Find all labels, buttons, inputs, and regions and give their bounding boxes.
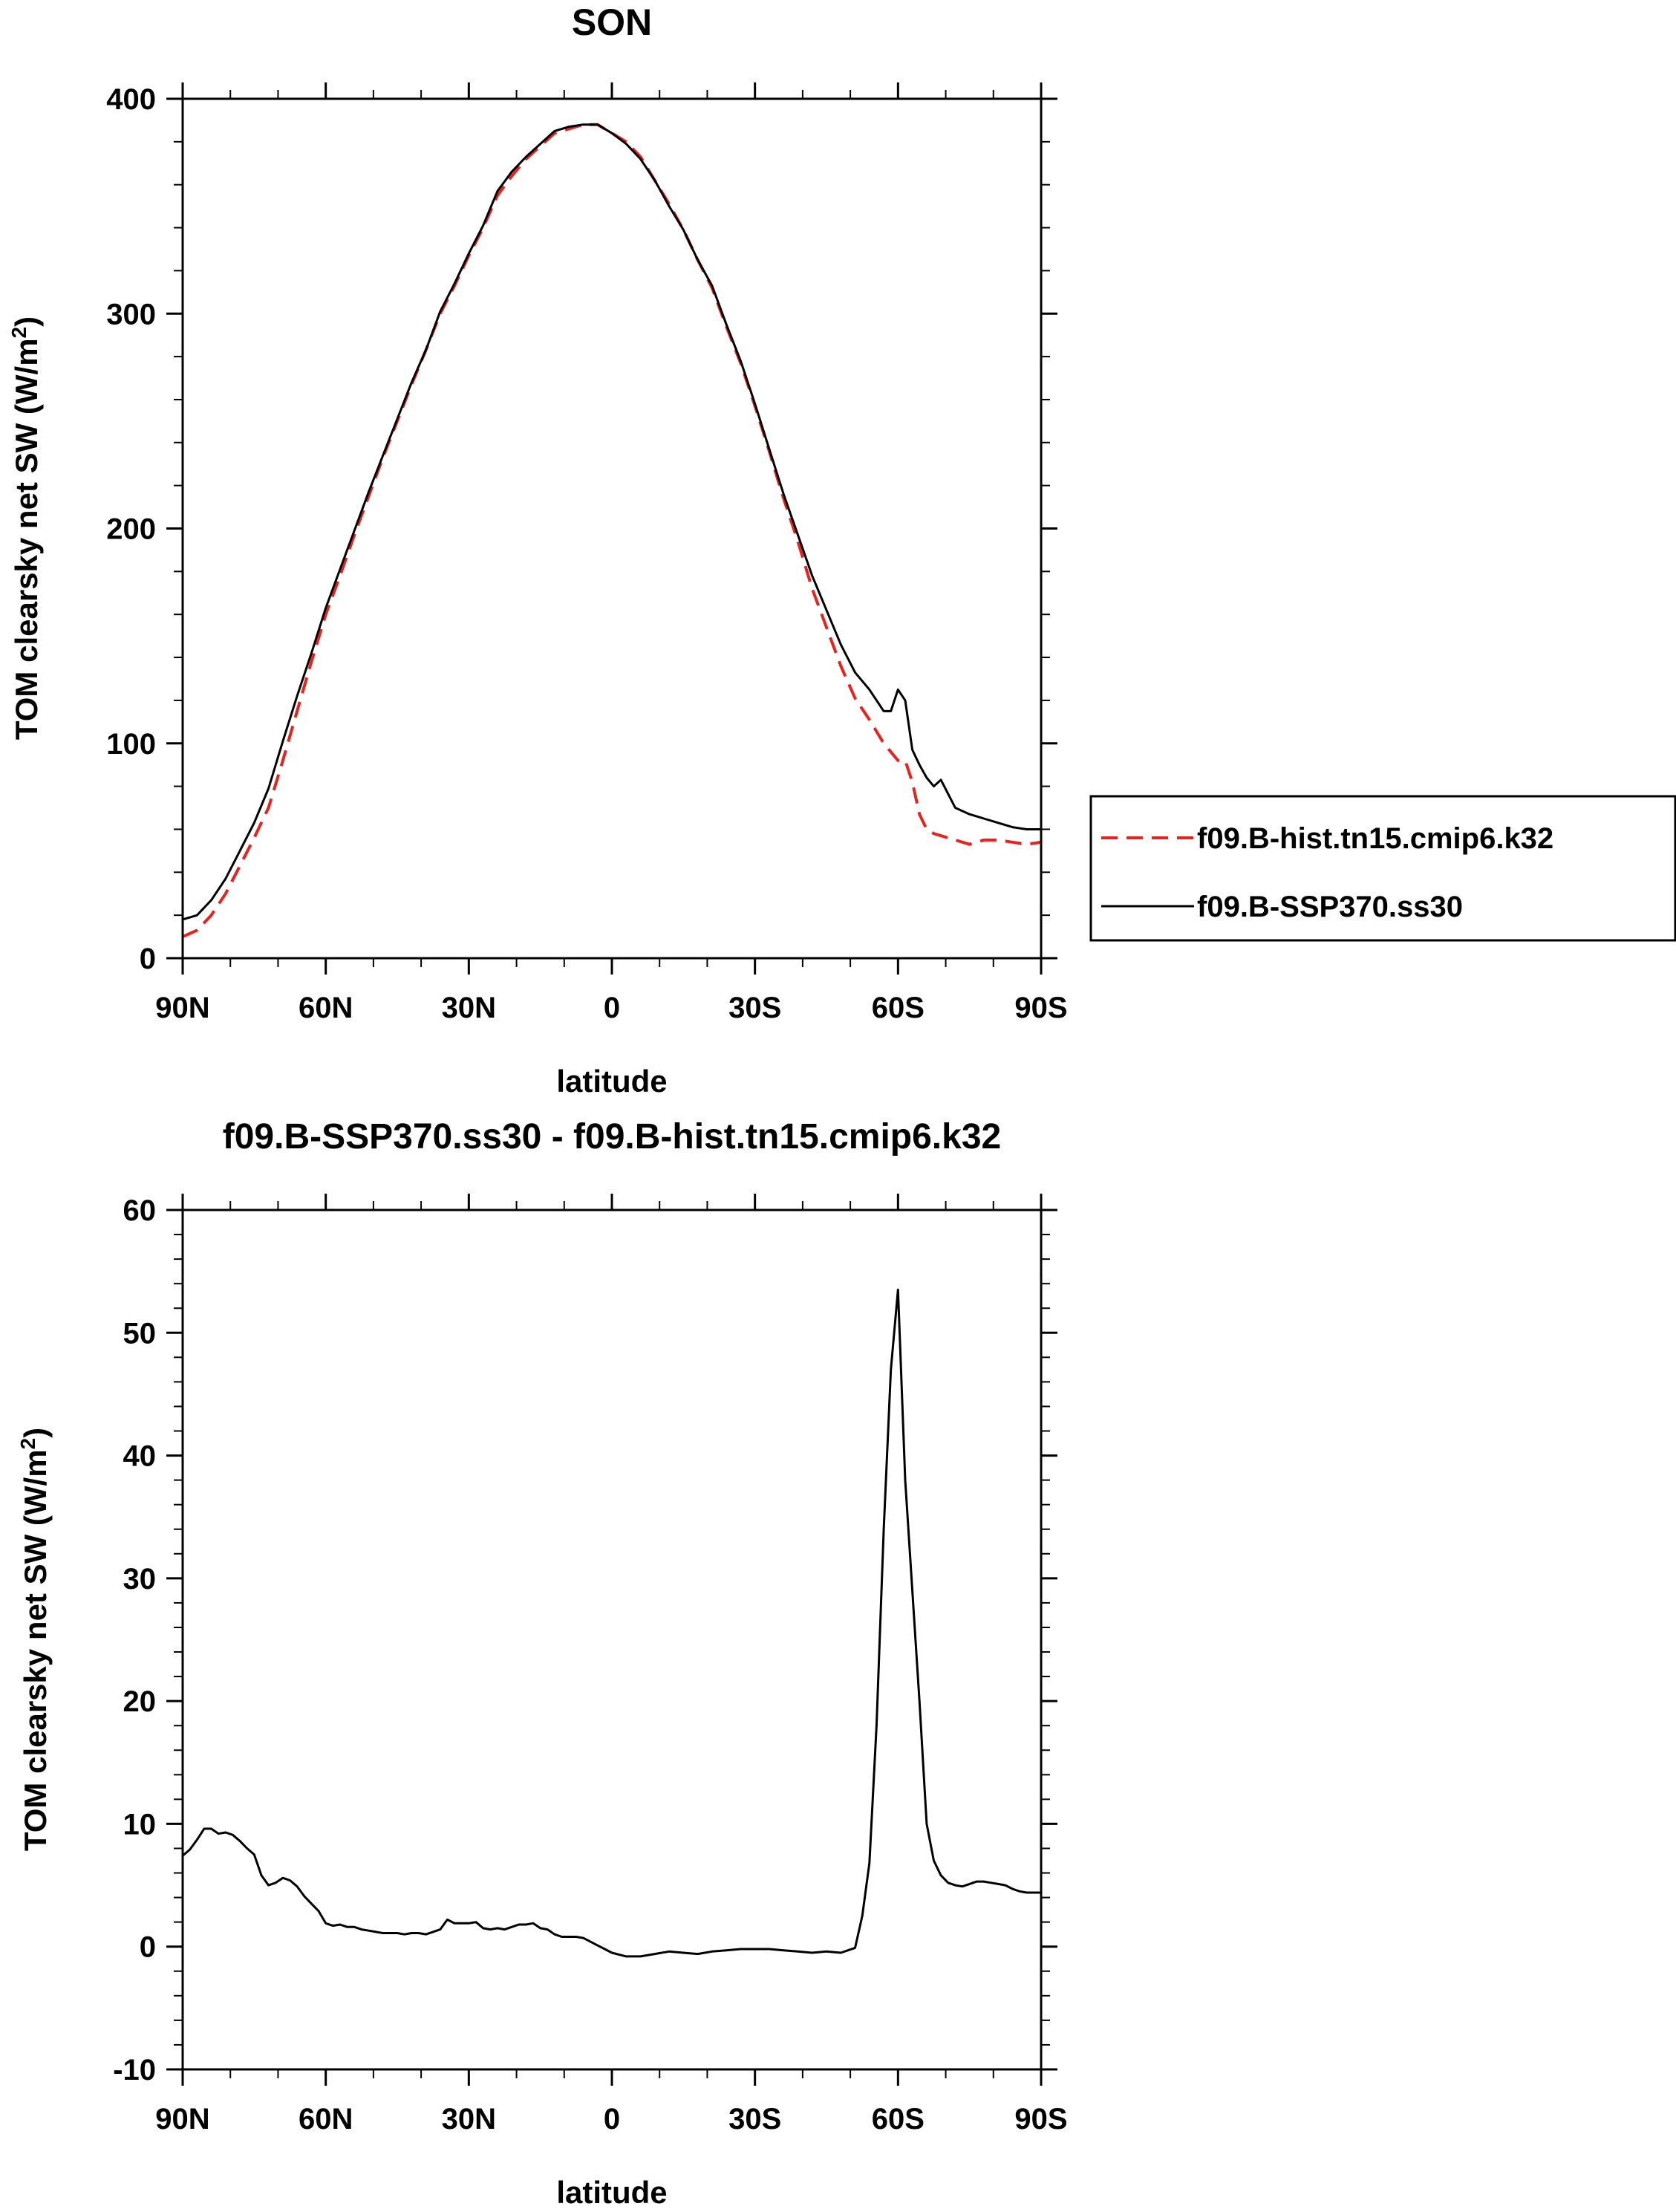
top-chart-y-axis-label: TOM clearsky net SW (W/m2) <box>7 316 45 740</box>
bottom-chart-y-tick-label: 40 <box>123 1440 157 1473</box>
legend-label-ssp370: f09.B-SSP370.ss30 <box>1197 891 1463 923</box>
top-chart-y-tick-label: 300 <box>106 298 156 331</box>
top-chart-title: SON <box>572 1 652 43</box>
top-chart: SON 0 100 200 300 400 90N 60N 30N 0 30S 60S 90S lat… <box>7 1 1676 1099</box>
top-chart-x-axis-label: latitude <box>556 1064 667 1099</box>
top-chart-x-tick-label: 0 <box>604 992 620 1024</box>
top-chart-x-tick-label: 90N <box>155 992 209 1024</box>
bottom-chart-y-tick-label: 20 <box>123 1685 157 1718</box>
bottom-chart-plot-area: -10 0 10 20 30 40 50 60 90N 60N 30N 0 30S 60S 90S <box>113 1194 1068 2135</box>
top-chart-x-tick-label: 30S <box>728 992 781 1024</box>
top-chart-x-tick-label: 60N <box>299 992 353 1024</box>
bottom-chart-x-axis-label: latitude <box>556 2175 667 2210</box>
top-chart-y-tick-label: 0 <box>140 943 156 975</box>
bottom-chart-x-tick-label: 30N <box>442 2103 496 2135</box>
bottom-chart-y-tick-label: 60 <box>123 1194 157 1227</box>
bottom-chart-x-tick-label: 0 <box>604 2103 620 2135</box>
top-chart-y-tick-label: 200 <box>106 513 156 546</box>
top-chart-frame <box>181 97 1043 960</box>
bottom-chart-y-tick-label: 30 <box>123 1563 157 1595</box>
bottom-chart-y-tick-label: 0 <box>140 1931 156 1964</box>
bottom-chart: f09.B-SSP370.ss30 - f09.B-hist.tn15.cmip… <box>16 1117 1068 2210</box>
bottom-chart-x-tick-label: 90S <box>1014 2103 1067 2135</box>
bottom-chart-y-axis-label: TOM clearsky net SW (W/m2) <box>16 1428 53 1851</box>
legend-box <box>1089 795 1676 942</box>
legend-label-hist: f09.B-hist.tn15.cmip6.k32 <box>1197 822 1553 855</box>
bottom-chart-title: f09.B-SSP370.ss30 - f09.B-hist.tn15.cmip… <box>223 1117 1001 1157</box>
bottom-chart-x-tick-label: 90N <box>155 2103 209 2135</box>
bottom-chart-frame <box>181 1209 1043 2071</box>
bottom-chart-x-tick-label: 60N <box>299 2103 353 2135</box>
top-chart-x-tick-label: 60S <box>872 992 925 1024</box>
top-chart-x-tick-label: 30N <box>442 992 496 1024</box>
bottom-chart-y-tick-label: 10 <box>123 1808 157 1841</box>
top-chart-series-line-a <box>182 123 1042 938</box>
bottom-chart-series-line-a <box>182 1288 1041 1958</box>
top-chart-series-line-b <box>182 123 1041 921</box>
bottom-chart-x-tick-label: 30S <box>728 2103 781 2135</box>
bottom-chart-y-tick-label: -10 <box>113 2054 156 2086</box>
top-chart-y-tick-label: 100 <box>106 728 156 761</box>
top-chart-plot-area: 0 100 200 300 400 90N 60N 30N 0 30S 60S 90S <box>106 82 1068 1024</box>
bottom-chart-x-tick-label: 60S <box>872 2103 925 2135</box>
bottom-chart-y-tick-label: 50 <box>123 1317 157 1350</box>
top-chart-y-tick-label: 400 <box>106 83 156 116</box>
top-chart-x-tick-label: 90S <box>1014 992 1067 1024</box>
legend: f09.B-hist.tn15.cmip6.k32 f09.B-SSP370.s… <box>1089 795 1676 942</box>
